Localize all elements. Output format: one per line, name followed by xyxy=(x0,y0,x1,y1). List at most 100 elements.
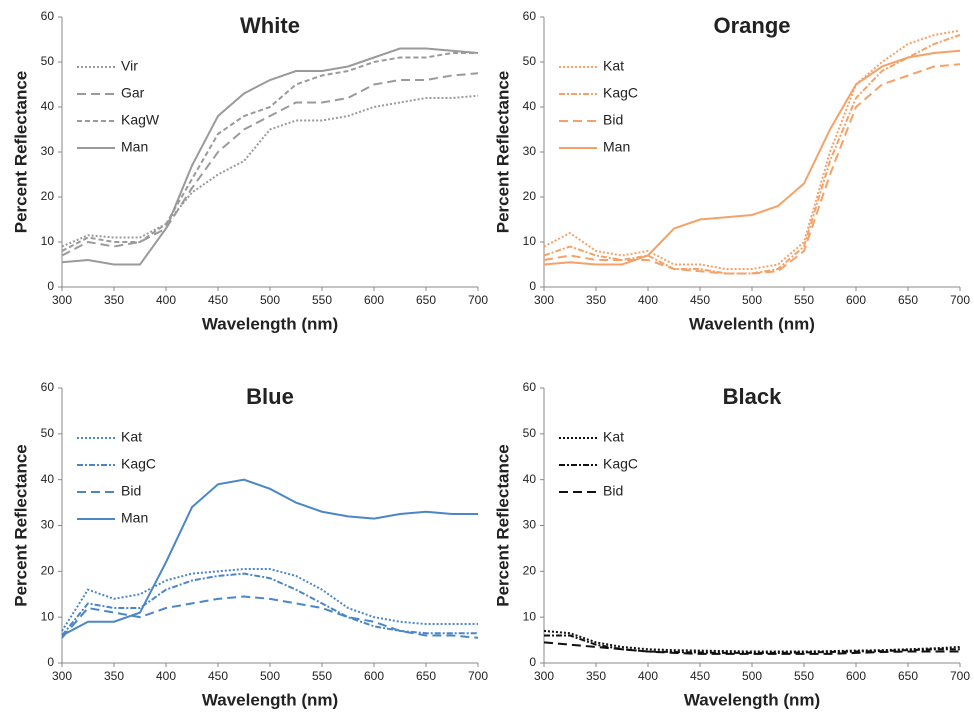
series-line xyxy=(61,568,478,632)
series-line xyxy=(61,478,478,637)
x-tick-label: 450 xyxy=(690,293,710,307)
y-tick-label: 0 xyxy=(47,279,54,293)
x-tick-label: 400 xyxy=(638,293,658,307)
y-tick-label: 20 xyxy=(523,189,537,203)
y-axis-label: Percent Reflectance xyxy=(493,444,512,607)
x-axis-label: Wavelength (nm) xyxy=(202,314,338,333)
x-tick-label: 400 xyxy=(156,293,176,307)
legend-label: Bid xyxy=(603,112,623,128)
y-axis-label: Percent Reflectance xyxy=(11,71,30,234)
x-tick-label: 700 xyxy=(950,669,970,683)
series-line xyxy=(543,34,961,275)
y-tick-label: 10 xyxy=(41,234,55,248)
series-line xyxy=(543,49,961,266)
y-tick-label: 50 xyxy=(523,426,537,440)
x-tick-label: 700 xyxy=(468,669,488,683)
y-tick-label: 30 xyxy=(41,144,55,158)
y-tick-label: 40 xyxy=(41,472,55,486)
y-tick-label: 30 xyxy=(41,518,55,532)
legend-label: Kat xyxy=(603,58,624,74)
legend-label: Man xyxy=(121,510,148,526)
x-tick-label: 600 xyxy=(846,293,866,307)
x-tick-label: 650 xyxy=(416,293,436,307)
y-tick-label: 40 xyxy=(523,99,537,113)
x-tick-label: 450 xyxy=(208,669,228,683)
x-tick-label: 500 xyxy=(742,669,762,683)
y-tick-label: 20 xyxy=(523,564,537,578)
y-tick-label: 50 xyxy=(41,54,55,68)
x-tick-label: 350 xyxy=(586,293,606,307)
series-line xyxy=(544,634,960,654)
legend-label: Vir xyxy=(121,58,138,74)
x-axis-label: Wavelenth (nm) xyxy=(689,314,815,333)
x-tick-label: 350 xyxy=(586,669,606,683)
legend-label: Man xyxy=(603,139,630,155)
y-tick-label: 60 xyxy=(41,380,55,394)
x-tick-label: 350 xyxy=(104,293,124,307)
y-tick-label: 50 xyxy=(523,54,537,68)
y-tick-label: 40 xyxy=(523,472,537,486)
legend-label: Man xyxy=(121,139,148,155)
x-tick-label: 600 xyxy=(364,669,384,683)
x-tick-label: 600 xyxy=(846,669,866,683)
x-tick-label: 650 xyxy=(898,293,918,307)
x-tick-label: 550 xyxy=(312,669,332,683)
series-line xyxy=(543,29,961,270)
legend-label: Gar xyxy=(121,85,145,101)
y-tick-label: 10 xyxy=(523,609,537,623)
x-tick-label: 700 xyxy=(950,293,970,307)
y-tick-label: 0 xyxy=(529,655,536,669)
y-axis-label: Percent Reflectance xyxy=(11,444,30,607)
x-tick-label: 600 xyxy=(364,293,384,307)
x-tick-label: 300 xyxy=(534,669,554,683)
y-tick-label: 20 xyxy=(41,564,55,578)
y-tick-label: 60 xyxy=(523,380,537,394)
chart-title: Black xyxy=(723,384,782,409)
x-tick-label: 300 xyxy=(52,293,72,307)
legend-label: Kat xyxy=(121,429,142,445)
x-tick-label: 450 xyxy=(690,669,710,683)
x-tick-label: 550 xyxy=(312,293,332,307)
legend-label: KagC xyxy=(603,456,638,472)
x-tick-label: 400 xyxy=(156,669,176,683)
series-line xyxy=(61,94,479,248)
x-tick-label: 500 xyxy=(260,669,280,683)
x-tick-label: 300 xyxy=(534,293,554,307)
legend-label: Bid xyxy=(121,483,141,499)
x-tick-label: 650 xyxy=(898,669,918,683)
y-tick-label: 0 xyxy=(529,279,536,293)
x-tick-label: 500 xyxy=(260,293,280,307)
legend-label: KagC xyxy=(603,85,638,101)
y-tick-label: 0 xyxy=(47,655,54,669)
y-tick-label: 60 xyxy=(41,9,55,23)
y-tick-label: 20 xyxy=(41,189,55,203)
series-line xyxy=(61,52,478,252)
x-tick-label: 500 xyxy=(742,293,762,307)
legend-label: KagW xyxy=(121,112,160,128)
chart-title: Blue xyxy=(246,384,294,409)
series-line xyxy=(61,572,478,637)
y-tick-label: 60 xyxy=(523,9,537,23)
x-tick-label: 350 xyxy=(104,669,124,683)
x-tick-label: 300 xyxy=(52,669,72,683)
y-tick-label: 30 xyxy=(523,144,537,158)
x-axis-label: Wavelength (nm) xyxy=(202,690,338,709)
y-tick-label: 40 xyxy=(41,99,55,113)
series-line xyxy=(543,63,961,275)
y-axis-label: Percent Reflectance xyxy=(493,71,512,234)
x-tick-label: 650 xyxy=(416,669,436,683)
y-tick-label: 30 xyxy=(523,518,537,532)
legend-label: KagC xyxy=(121,456,156,472)
x-tick-label: 450 xyxy=(208,293,228,307)
x-tick-label: 400 xyxy=(638,669,658,683)
x-axis-label: Wavelength (nm) xyxy=(684,690,820,709)
chart-title: White xyxy=(240,13,300,38)
series-line xyxy=(61,47,479,266)
series-line xyxy=(61,72,479,257)
y-tick-label: 10 xyxy=(41,609,55,623)
x-tick-label: 700 xyxy=(468,293,488,307)
legend-label: Bid xyxy=(603,483,623,499)
y-tick-label: 10 xyxy=(523,234,537,248)
legend-label: Kat xyxy=(603,429,624,445)
